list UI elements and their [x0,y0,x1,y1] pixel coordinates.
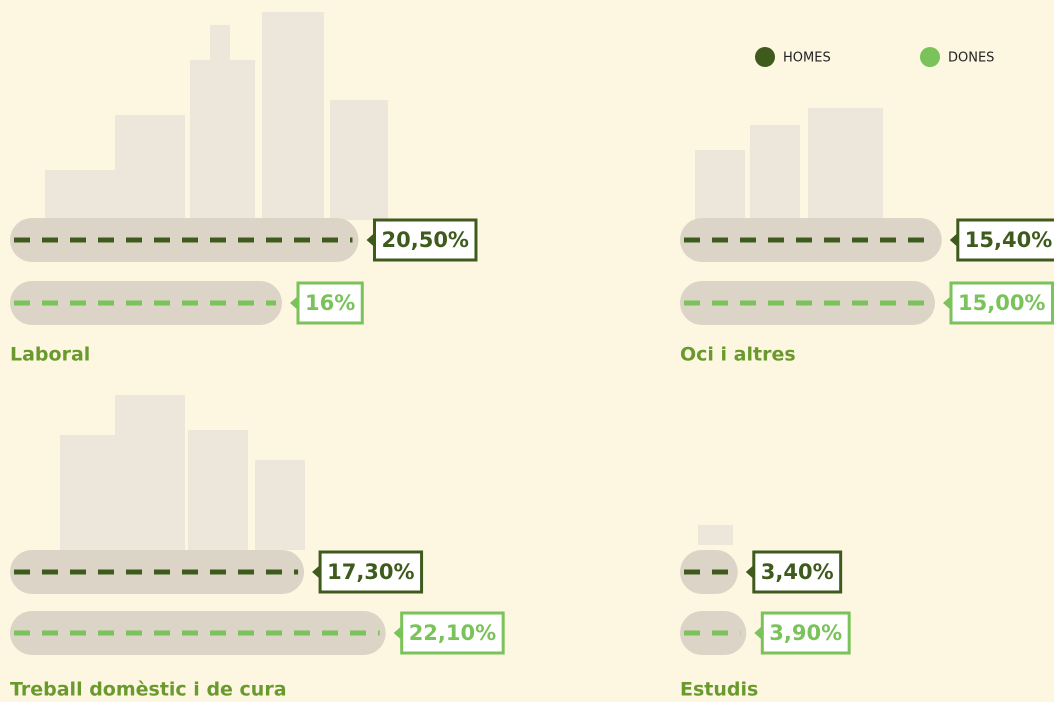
value-label: 15,40% [965,228,1052,252]
category-label: Laboral [10,344,90,366]
value-label: 16% [305,291,355,315]
value-label: 3,90% [769,621,842,645]
legend-swatch [920,47,940,67]
value-label: 15,00% [958,291,1045,315]
legend-label: HOMES [783,51,831,66]
value-label: 22,10% [409,621,496,645]
category-label: Treball domèstic i de cura [10,679,287,701]
value-label: 3,40% [761,560,834,584]
value-label: 20,50% [382,228,469,252]
category-label: Estudis [680,679,758,701]
legend-label: DONES [948,51,994,66]
chart: HOMES DONES 20,50% 16% Laboral 15,40% 15,00% Oc… [0,0,1054,702]
legend-swatch [755,47,775,67]
value-label: 17,30% [327,560,414,584]
category-label: Oci i altres [680,344,796,366]
